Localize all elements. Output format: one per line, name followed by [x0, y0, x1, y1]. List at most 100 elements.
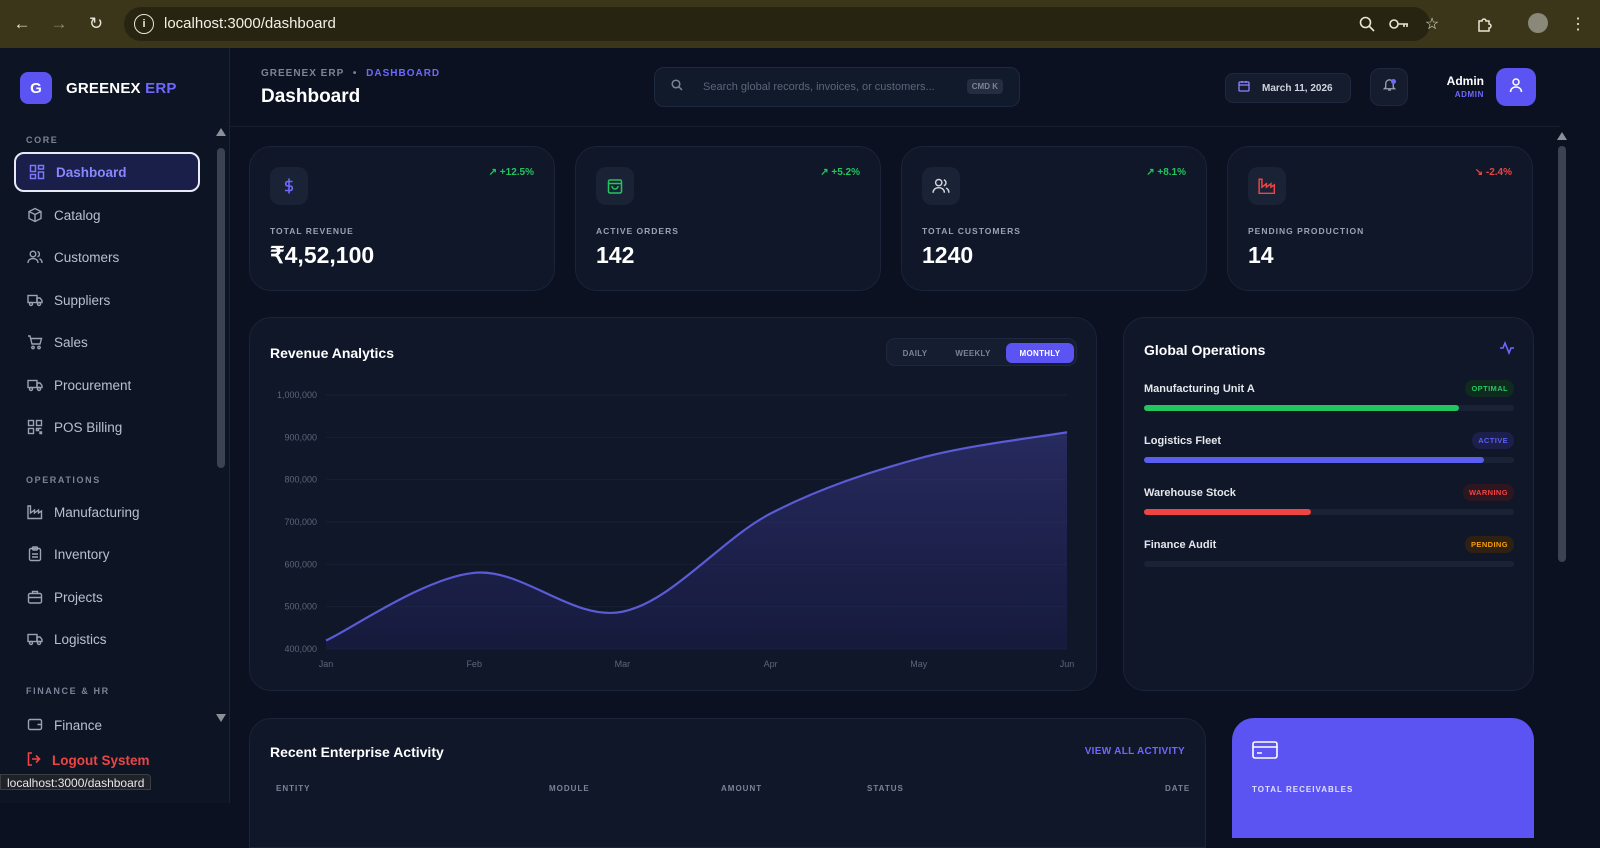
x-tick-label: Feb: [466, 659, 482, 669]
stat-card-production: ↘ -2.4% PENDING PRODUCTION 14: [1227, 146, 1533, 291]
sidebar-item-manufacturing[interactable]: Manufacturing: [14, 492, 200, 532]
operation-name: Warehouse Stock: [1144, 487, 1514, 499]
sidebar-item-logistics[interactable]: Logistics: [14, 619, 200, 659]
stat-delta-value: -2.4%: [1486, 167, 1512, 178]
address-url[interactable]: localhost:3000/dashboard: [164, 15, 336, 32]
sidebar-item-label: Customers: [54, 250, 119, 265]
breadcrumb-root[interactable]: GREENEX ERP: [261, 68, 344, 79]
site-info-icon[interactable]: i: [134, 14, 154, 34]
progress-track: [1144, 561, 1514, 567]
operation-name: Logistics Fleet: [1144, 435, 1514, 447]
sidebar-item-finance[interactable]: Finance: [14, 703, 200, 733]
dollar-icon: [270, 167, 308, 205]
sidebar-item-label: Manufacturing: [54, 505, 140, 520]
status-badge: ACTIVE: [1472, 432, 1514, 449]
users-icon: [26, 248, 44, 266]
scroll-down-arrow-icon[interactable]: [216, 714, 226, 722]
activity-pulse-icon[interactable]: [1499, 340, 1515, 361]
stat-value: 1240: [922, 242, 973, 269]
scroll-up-arrow-icon[interactable]: [1557, 132, 1567, 140]
shopping-bag-icon: [596, 167, 634, 205]
receivables-label: TOTAL RECEIVABLES: [1252, 785, 1353, 794]
calendar-icon: [1238, 79, 1250, 97]
user-icon: [1508, 77, 1524, 98]
recent-activity-card: Recent Enterprise Activity VIEW ALL ACTI…: [249, 718, 1206, 848]
page-scrollbar[interactable]: [1556, 128, 1568, 803]
avatar[interactable]: [1496, 68, 1536, 106]
y-tick-label: 1,000,000: [277, 390, 317, 400]
main-content: GREENEX ERP • DASHBOARD Dashboard Search…: [230, 48, 1600, 803]
sidebar-item-label: Finance: [54, 718, 102, 733]
status-bar-url: localhost:3000/dashboard: [0, 774, 151, 790]
sidebar-item-procurement[interactable]: Procurement: [14, 365, 200, 405]
brand[interactable]: G GREENEX ERP: [20, 72, 177, 104]
logout-label: Logout System: [52, 753, 150, 768]
extensions-icon[interactable]: [1474, 13, 1496, 35]
back-icon[interactable]: ←: [10, 12, 34, 36]
breadcrumb-current: DASHBOARD: [366, 68, 440, 79]
x-tick-label: Jun: [1060, 659, 1075, 669]
sidebar-item-inventory[interactable]: Inventory: [14, 534, 200, 574]
column-header-status: STATUS: [867, 784, 904, 793]
sidebar-item-customers[interactable]: Customers: [14, 237, 200, 277]
clipboard-icon: [26, 545, 44, 563]
forward-icon[interactable]: →: [47, 12, 71, 36]
stat-label: ACTIVE ORDERS: [596, 226, 679, 236]
y-tick-label: 600,000: [284, 559, 317, 569]
y-tick-label: 700,000: [284, 517, 317, 527]
stat-delta-value: +12.5%: [500, 167, 534, 178]
sidebar-item-sales[interactable]: Sales: [14, 322, 200, 362]
sidebar-item-catalog[interactable]: Catalog: [14, 195, 200, 235]
status-badge: OPTIMAL: [1465, 380, 1514, 397]
scroll-thumb[interactable]: [1558, 146, 1566, 562]
briefcase-icon: [26, 588, 44, 606]
reload-icon[interactable]: ↻: [84, 12, 108, 36]
sidebar-scrollbar[interactable]: [216, 128, 226, 728]
stat-delta: ↘ -2.4%: [1475, 167, 1512, 178]
sidebar-item-suppliers[interactable]: Suppliers: [14, 280, 200, 320]
sidebar-item-label: Dashboard: [56, 165, 127, 180]
section-label-core: CORE: [26, 135, 58, 145]
logout-button[interactable]: Logout System: [26, 751, 150, 770]
global-search[interactable]: Search global records, invoices, or cust…: [654, 67, 1020, 107]
bookmark-star-icon[interactable]: ☆: [1421, 13, 1443, 35]
stat-label: TOTAL CUSTOMERS: [922, 226, 1021, 236]
sidebar-item-label: Sales: [54, 335, 88, 350]
users-icon: [922, 167, 960, 205]
box-icon: [26, 206, 44, 224]
activity-title: Recent Enterprise Activity: [270, 744, 444, 760]
view-all-activity-link[interactable]: VIEW ALL ACTIVITY: [1085, 746, 1185, 757]
status-badge: WARNING: [1463, 484, 1514, 501]
user-info[interactable]: Admin ADMIN: [1440, 74, 1484, 99]
progress-fill: [1144, 457, 1484, 463]
stat-delta: ↗ +5.2%: [820, 167, 860, 178]
stat-value: 14: [1248, 242, 1274, 269]
receivables-card[interactable]: TOTAL RECEIVABLES: [1232, 718, 1534, 838]
sidebar: G GREENEX ERP CORE Dashboard Catalog Cus…: [0, 48, 230, 803]
notifications-button[interactable]: [1370, 68, 1408, 106]
profile-avatar-icon[interactable]: [1528, 13, 1548, 33]
stat-delta-value: +5.2%: [831, 167, 860, 178]
revenue-analytics-card: Revenue Analytics DAILY WEEKLY MONTHLY 4…: [249, 317, 1097, 691]
key-icon[interactable]: [1388, 13, 1410, 35]
stat-value: 142: [596, 242, 634, 269]
search-icon: [671, 78, 683, 96]
browser-toolbar: ← → ↻ i localhost:3000/dashboard ☆ ⋮: [0, 0, 1600, 48]
date-picker[interactable]: March 11, 2026: [1225, 73, 1351, 103]
sidebar-item-dashboard[interactable]: Dashboard: [14, 152, 200, 192]
menu-kebab-icon[interactable]: ⋮: [1567, 13, 1589, 35]
current-date: March 11, 2026: [1262, 83, 1333, 94]
sidebar-item-pos-billing[interactable]: POS Billing: [14, 407, 200, 447]
search-input[interactable]: Search global records, invoices, or cust…: [703, 81, 935, 93]
series-area: [326, 432, 1067, 649]
zoom-icon[interactable]: [1356, 13, 1378, 35]
breadcrumb-separator: •: [353, 68, 358, 79]
notification-dot: [1391, 79, 1396, 84]
sidebar-item-projects[interactable]: Projects: [14, 577, 200, 617]
operation-name: Manufacturing Unit A: [1144, 383, 1514, 395]
scroll-up-arrow-icon[interactable]: [216, 128, 226, 136]
address-bar[interactable]: i localhost:3000/dashboard: [124, 7, 1430, 41]
scroll-thumb[interactable]: [217, 148, 225, 468]
